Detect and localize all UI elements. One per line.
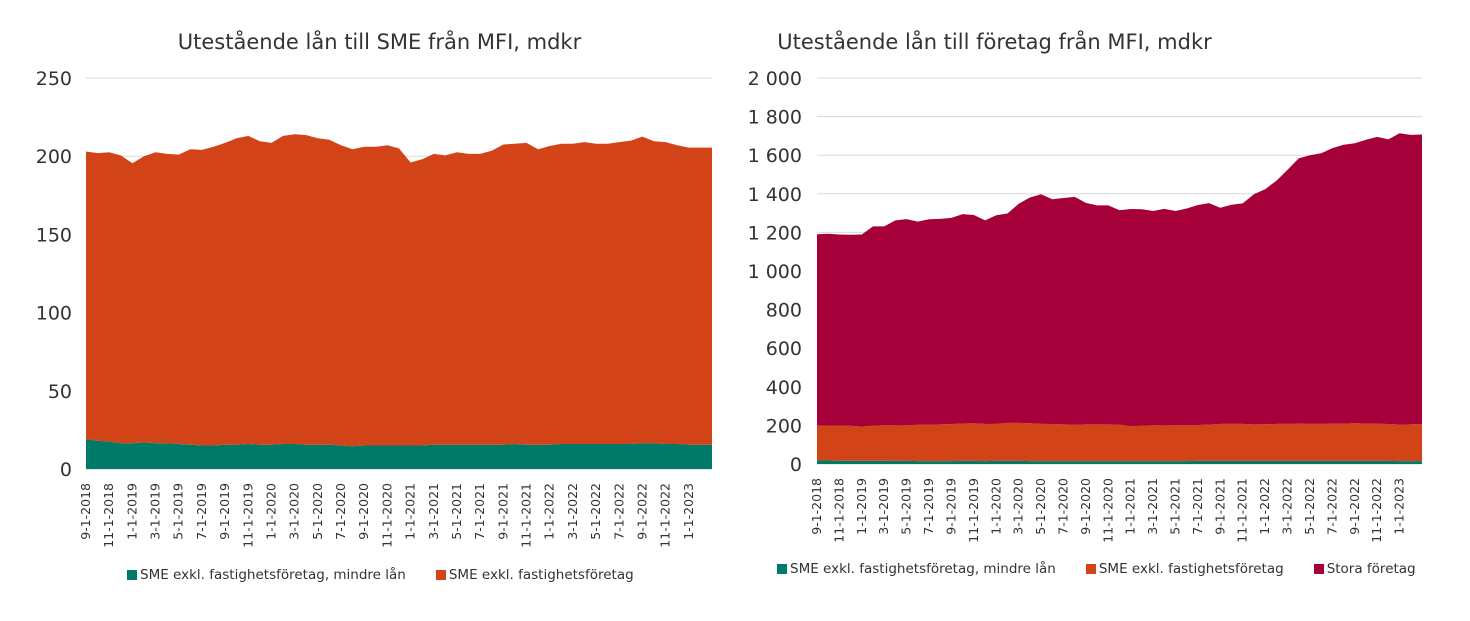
x-tick-label: 1-1-2020 bbox=[264, 483, 279, 540]
chart-legend: SME exkl. fastighetsföretag, mindre lån S… bbox=[127, 567, 634, 583]
x-tick-label: 11-1-2018 bbox=[101, 483, 116, 548]
legend-item: SME exkl. fastighetsföretag bbox=[435, 567, 634, 583]
x-tick-label: 5-1-2019 bbox=[899, 478, 914, 535]
legend-item: Stora företag bbox=[1313, 561, 1416, 577]
area-series bbox=[86, 134, 712, 447]
x-tick-label: 1-1-2022 bbox=[542, 483, 557, 540]
x-tick-label: 5-1-2020 bbox=[1033, 478, 1048, 535]
y-tick-label: 0 bbox=[60, 459, 72, 481]
y-tick-label: 200 bbox=[36, 146, 72, 168]
x-tick-label: 11-1-2019 bbox=[240, 483, 255, 548]
chart-title: Utestående lån till företag från MFI, md… bbox=[777, 30, 1212, 54]
x-tick-label: 9-1-2022 bbox=[1347, 478, 1362, 535]
y-tick-label: 0 bbox=[790, 454, 802, 476]
x-tick-label: 1-1-2020 bbox=[988, 478, 1003, 535]
area-series bbox=[817, 422, 1422, 462]
x-tick-label: 9-1-2021 bbox=[1212, 478, 1227, 535]
x-tick-label: 1-1-2019 bbox=[124, 483, 139, 540]
y-tick-label: 1 400 bbox=[748, 184, 802, 206]
y-tick-label: 1 800 bbox=[748, 107, 802, 129]
x-tick-label: 5-1-2019 bbox=[171, 483, 186, 540]
y-tick-label: 250 bbox=[36, 68, 72, 90]
x-tick-label: 11-1-2022 bbox=[1369, 478, 1384, 543]
x-tick-label: 3-1-2020 bbox=[287, 483, 302, 540]
x-tick-label: 7-1-2019 bbox=[921, 478, 936, 535]
legend-item: SME exkl. fastighetsföretag, mindre lån bbox=[777, 561, 1056, 577]
x-tick-label: 7-1-2019 bbox=[194, 483, 209, 540]
x-tick-label: 11-1-2022 bbox=[658, 483, 673, 548]
x-tick-label: 3-1-2019 bbox=[876, 478, 891, 535]
legend-swatch bbox=[435, 570, 446, 580]
x-tick-label: 11-1-2020 bbox=[1100, 478, 1115, 543]
x-tick-label: 1-1-2023 bbox=[681, 483, 696, 540]
area-series bbox=[817, 133, 1422, 427]
x-tick-label: 5-1-2020 bbox=[310, 483, 325, 540]
area-series bbox=[817, 460, 1422, 464]
x-tick-label: 9-1-2019 bbox=[943, 478, 958, 535]
x-tick-label: 7-1-2020 bbox=[1056, 478, 1071, 535]
legend-swatch bbox=[1313, 564, 1324, 574]
y-tick-label: 100 bbox=[36, 303, 72, 325]
x-tick-label: 5-1-2021 bbox=[1168, 478, 1183, 535]
chart-sme-loans: Utestående lån till SME från MFI, mdkr 0… bbox=[36, 30, 712, 583]
x-tick-label: 1-1-2022 bbox=[1257, 478, 1272, 535]
x-tick-label: 3-1-2021 bbox=[426, 483, 441, 540]
y-tick-label: 50 bbox=[48, 381, 72, 403]
legend-label: SME exkl. fastighetsföretag, mindre lån bbox=[140, 567, 406, 583]
y-tick-label: 1 600 bbox=[748, 145, 802, 167]
x-tick-label: 3-1-2019 bbox=[148, 483, 163, 540]
x-tick-label: 11-1-2020 bbox=[379, 483, 394, 548]
chart-plot-area: 0 50 100 150 200 250 9-1-2018 11-1-2018 1-1-2019… bbox=[36, 68, 712, 548]
x-tick-label: 5-1-2022 bbox=[588, 483, 603, 540]
x-tick-label: 11-1-2021 bbox=[1235, 478, 1250, 543]
x-tick-label: 7-1-2022 bbox=[1324, 478, 1339, 535]
y-tick-label: 200 bbox=[766, 415, 802, 437]
y-tick-label: 400 bbox=[766, 377, 802, 399]
x-tick-label: 9-1-2021 bbox=[495, 483, 510, 540]
x-tick-label: 9-1-2018 bbox=[78, 483, 93, 540]
y-tick-label: 600 bbox=[766, 338, 802, 360]
chart-legend: SME exkl. fastighetsföretag, mindre lån S… bbox=[777, 561, 1416, 577]
x-tick-label: 11-1-2021 bbox=[519, 483, 534, 548]
x-tick-label: 7-1-2020 bbox=[333, 483, 348, 540]
legend-item: SME exkl. fastighetsföretag, mindre lån bbox=[127, 567, 406, 583]
y-tick-label: 1 000 bbox=[748, 261, 802, 283]
x-tick-label: 5-1-2021 bbox=[449, 483, 464, 540]
x-tick-label: 11-1-2019 bbox=[966, 478, 981, 543]
chart-plot-area: 0 200 400 600 800 1 000 1 200 1 400 1 600 1 800 2 … bbox=[748, 68, 1422, 543]
legend-swatch bbox=[127, 570, 137, 580]
x-tick-label: 3-1-2022 bbox=[1280, 478, 1295, 535]
x-tick-label: 1-1-2023 bbox=[1392, 478, 1407, 535]
x-tick-label: 9-1-2020 bbox=[356, 483, 371, 540]
y-tick-label: 2 000 bbox=[748, 68, 802, 90]
y-tick-label: 800 bbox=[766, 300, 802, 322]
x-tick-label: 9-1-2020 bbox=[1078, 478, 1093, 535]
y-tick-label: 150 bbox=[36, 224, 72, 246]
y-tick-label: 1 200 bbox=[748, 222, 802, 244]
x-tick-label: 1-1-2019 bbox=[854, 478, 869, 535]
chart-company-loans: Utestående lån till företag från MFI, md… bbox=[735, 0, 1470, 621]
chart-title: Utestående lån till SME från MFI, mdkr bbox=[177, 30, 582, 54]
legend-label: Stora företag bbox=[1326, 561, 1416, 577]
legend-item: SME exkl. fastighetsföretag bbox=[1085, 561, 1284, 577]
legend-swatch bbox=[1085, 564, 1096, 574]
x-tick-label: 9-1-2018 bbox=[809, 478, 824, 535]
legend-label: SME exkl. fastighetsföretag, mindre lån bbox=[790, 561, 1056, 577]
legend-swatch bbox=[777, 564, 787, 574]
x-tick-label: 7-1-2021 bbox=[472, 483, 487, 540]
x-tick-label: 3-1-2020 bbox=[1011, 478, 1026, 535]
x-tick-label: 5-1-2022 bbox=[1302, 478, 1317, 535]
x-tick-label: 11-1-2018 bbox=[831, 478, 846, 543]
area-series bbox=[86, 439, 712, 469]
x-tick-label: 3-1-2021 bbox=[1145, 478, 1160, 535]
x-tick-label: 7-1-2021 bbox=[1190, 478, 1205, 535]
legend-label: SME exkl. fastighetsföretag bbox=[1098, 561, 1284, 577]
x-tick-label: 1-1-2021 bbox=[403, 483, 418, 540]
x-tick-label: 3-1-2022 bbox=[565, 483, 580, 540]
legend-label: SME exkl. fastighetsföretag bbox=[448, 567, 634, 583]
x-tick-label: 7-1-2022 bbox=[611, 483, 626, 540]
x-tick-label: 1-1-2021 bbox=[1123, 478, 1138, 535]
x-tick-label: 9-1-2022 bbox=[634, 483, 649, 540]
x-tick-label: 9-1-2019 bbox=[217, 483, 232, 540]
